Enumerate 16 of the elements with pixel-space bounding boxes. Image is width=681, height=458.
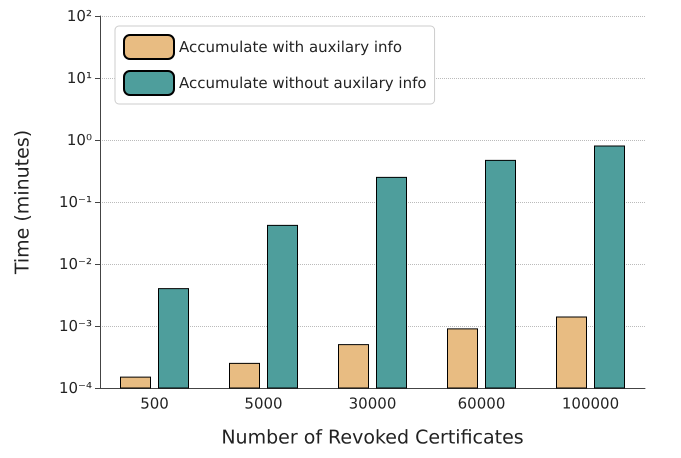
x-tick-label: 30000: [348, 394, 396, 412]
legend-label: Accumulate with auxilary info: [179, 38, 402, 56]
x-axis-title: Number of Revoked Certificates: [221, 426, 524, 448]
y-tick-label: 10²: [66, 7, 92, 25]
y-tick-label: 10⁻¹: [58, 193, 92, 211]
y-tick-label: 10⁻³: [58, 317, 92, 335]
y-axis-title: Time (minutes): [12, 130, 34, 276]
x-tick-label: 60000: [458, 394, 506, 412]
legend-label: Accumulate without auxilary info: [179, 74, 427, 92]
y-tick-label: 10⁻⁴: [58, 379, 92, 397]
x-tick-label: 100000: [562, 394, 620, 412]
y-tick-label: 10⁻²: [58, 255, 92, 273]
y-tick-label: 10¹: [66, 69, 92, 87]
x-tick-label: 5000: [244, 394, 283, 412]
y-tick-label: 10⁰: [66, 131, 92, 149]
x-tick-label: 500: [140, 394, 169, 412]
